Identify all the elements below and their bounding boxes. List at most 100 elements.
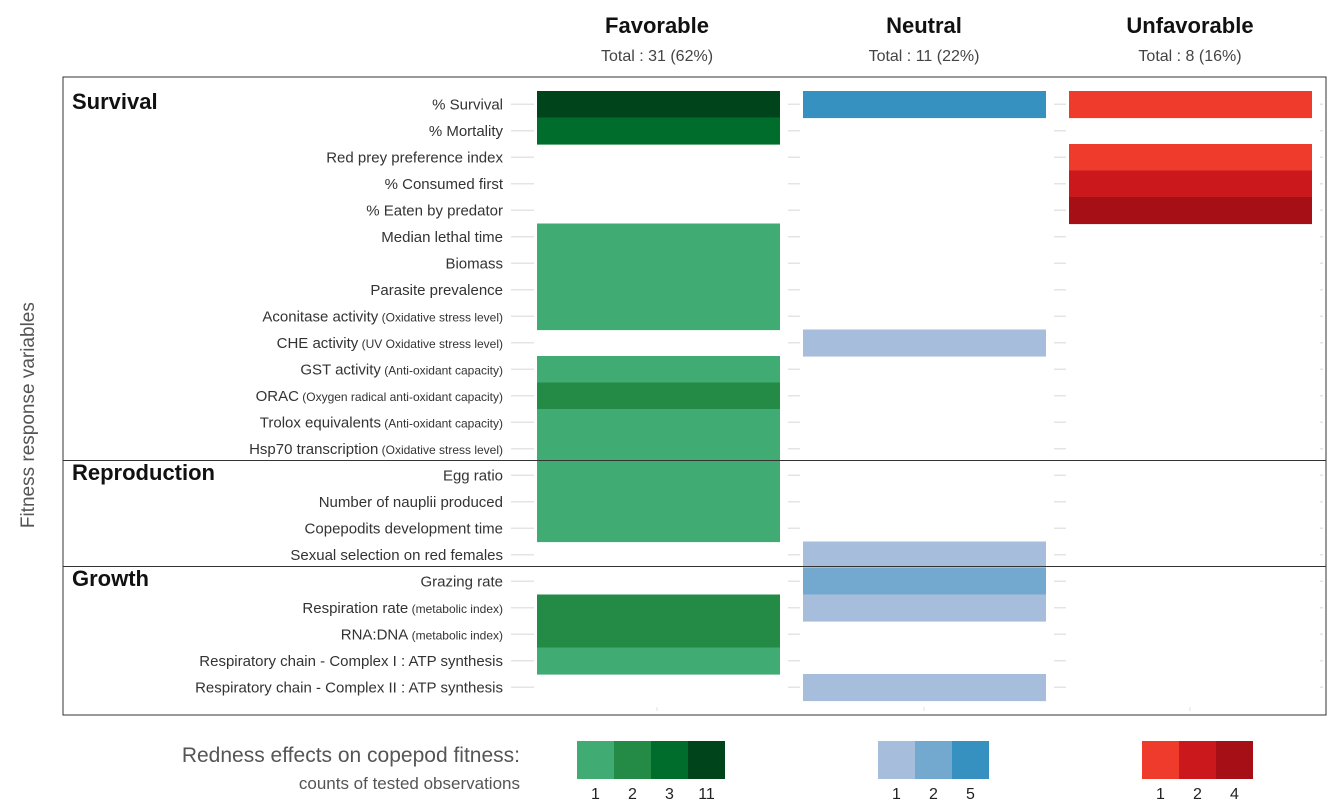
row-label: Biomass	[445, 255, 503, 272]
row-label-main: Biomass	[445, 255, 503, 272]
row-label-main: ORAC	[256, 388, 300, 405]
row-label-note: (metabolic index)	[408, 602, 503, 616]
legend-swatch	[577, 741, 614, 779]
legend-swatch	[651, 741, 688, 779]
heat-cell	[803, 568, 1046, 596]
row-label-note: (Oxidative stress level)	[378, 310, 503, 324]
legend-count: 1	[1156, 786, 1165, 803]
row-label-main: Hsp70 transcription	[249, 441, 378, 458]
legend-subtitle: counts of tested observations	[299, 774, 520, 793]
row-label-note: (Oxidative stress level)	[378, 443, 503, 457]
column-title: Unfavorable	[1126, 13, 1253, 38]
legend-count: 2	[929, 786, 938, 803]
row-label: Respiratory chain - Complex I : ATP synt…	[199, 653, 503, 670]
column-total: Total : 8 (16%)	[1138, 48, 1241, 65]
row-label-main: % Mortality	[429, 123, 504, 140]
row-label-note: (Anti-oxidant capacity)	[381, 363, 503, 377]
column-total: Total : 31 (62%)	[601, 48, 713, 65]
row-label: Respiratory chain - Complex II : ATP syn…	[195, 679, 503, 696]
row-label-main: Sexual selection on red females	[290, 547, 503, 564]
heat-cell	[537, 488, 780, 516]
legend-swatch	[1179, 741, 1216, 779]
column-total: Total : 11 (22%)	[869, 48, 980, 65]
row-label-main: Aconitase activity	[262, 308, 378, 325]
row-label: Copepodits development time	[305, 520, 503, 537]
row-label: Median lethal time	[381, 229, 503, 246]
legend-count: 3	[665, 786, 674, 803]
row-label-main: % Eaten by predator	[366, 202, 503, 219]
row-label-note: (Oxygen radical anti-oxidant capacity)	[299, 390, 503, 404]
column-title: Neutral	[886, 13, 962, 38]
row-label-main: Number of nauplii produced	[319, 494, 503, 511]
heat-cell	[803, 594, 1046, 622]
row-label-main: Median lethal time	[381, 229, 503, 246]
heat-cell	[537, 409, 780, 437]
column-title: Favorable	[605, 13, 709, 38]
heat-cell	[803, 541, 1046, 569]
row-label: % Mortality	[429, 123, 504, 140]
legend-count: 1	[892, 786, 901, 803]
heat-cell	[537, 515, 780, 543]
heat-cell	[803, 91, 1046, 119]
row-label: Aconitase activity (Oxidative stress lev…	[262, 308, 503, 325]
row-label: % Eaten by predator	[366, 202, 503, 219]
heat-cell	[537, 382, 780, 410]
heat-cell	[1069, 144, 1312, 172]
legend-count: 1	[591, 786, 600, 803]
row-label-main: Egg ratio	[443, 467, 503, 484]
legend-count: 2	[1193, 786, 1202, 803]
row-label-main: Trolox equivalents	[260, 414, 381, 431]
heat-cell	[1069, 197, 1312, 225]
legend-swatch	[952, 741, 989, 779]
legend-count: 11	[698, 786, 715, 803]
section-title: Survival	[72, 89, 158, 114]
row-label-note: (metabolic index)	[408, 628, 503, 642]
row-label: % Survival	[432, 96, 503, 113]
row-label: Egg ratio	[443, 467, 503, 484]
row-label: Hsp70 transcription (Oxidative stress le…	[249, 441, 503, 458]
heat-cell	[1069, 170, 1312, 198]
heat-cell	[803, 329, 1046, 357]
row-label: ORAC (Oxygen radical anti-oxidant capaci…	[256, 388, 503, 405]
legend-title: Redness effects on copepod fitness:	[182, 744, 520, 767]
row-label-main: Red prey preference index	[326, 149, 503, 166]
row-label-main: Copepodits development time	[305, 520, 503, 537]
row-label-note: (UV Oxidative stress level)	[358, 337, 503, 351]
row-label: Respiration rate (metabolic index)	[302, 600, 503, 617]
heat-cell	[537, 276, 780, 304]
heat-cell	[537, 435, 780, 463]
row-label-main: Respiratory chain - Complex I : ATP synt…	[199, 653, 503, 670]
row-label: Trolox equivalents (Anti-oxidant capacit…	[260, 414, 503, 431]
row-label-main: RNA:DNA	[341, 626, 409, 643]
heat-cell	[1069, 91, 1312, 119]
legend-count: 4	[1230, 786, 1239, 803]
row-label: Red prey preference index	[326, 149, 503, 166]
row-label-main: Parasite prevalence	[370, 282, 503, 299]
row-label: CHE activity (UV Oxidative stress level)	[277, 335, 503, 352]
row-label-main: Respiratory chain - Complex II : ATP syn…	[195, 679, 503, 696]
heat-cell	[537, 594, 780, 622]
heat-cell	[537, 117, 780, 145]
legend-swatch	[614, 741, 651, 779]
legend-swatch	[878, 741, 915, 779]
heat-cell	[803, 674, 1046, 702]
section-title: Growth	[72, 566, 149, 591]
row-label-main: % Consumed first	[385, 176, 504, 193]
heat-cell	[537, 647, 780, 675]
row-label-note: (Anti-oxidant capacity)	[381, 416, 503, 430]
row-label-main: Grazing rate	[420, 573, 503, 590]
y-axis-label: Fitness response variables	[18, 302, 39, 528]
row-label-main: % Survival	[432, 96, 503, 113]
heat-cell	[537, 356, 780, 384]
section-title: Reproduction	[72, 460, 215, 485]
legend-swatch	[688, 741, 725, 779]
row-label: Parasite prevalence	[370, 282, 503, 299]
row-label: GST activity (Anti-oxidant capacity)	[300, 361, 503, 378]
legend-swatch	[1142, 741, 1179, 779]
row-label-main: GST activity	[300, 361, 381, 378]
row-label: Sexual selection on red females	[290, 547, 503, 564]
heat-cell	[537, 303, 780, 331]
legend-count: 5	[966, 786, 975, 803]
legend-swatch	[915, 741, 952, 779]
